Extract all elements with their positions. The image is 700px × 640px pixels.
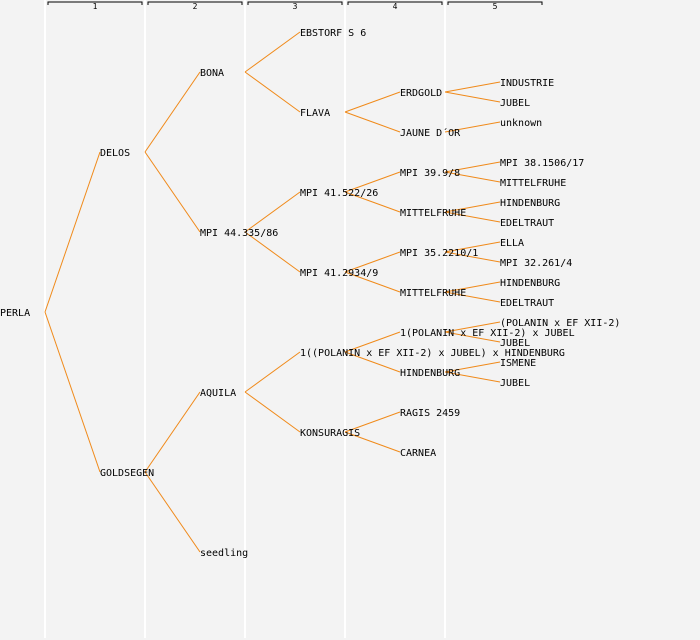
generation-headers: 1 2 3 4 5 xyxy=(47,1,543,11)
pedigree-node[interactable]: MITTELFRUHE xyxy=(400,288,466,299)
pedigree-link xyxy=(244,71,301,113)
pedigree-link xyxy=(444,281,501,293)
pedigree-link xyxy=(344,351,401,373)
pedigree-link xyxy=(444,361,501,373)
pedigree-link xyxy=(444,371,501,383)
pedigree-link xyxy=(344,171,401,193)
column-header-label: 4 xyxy=(393,2,398,11)
pedigree-link xyxy=(444,211,501,223)
pedigree-node[interactable]: MITTELFRUHE xyxy=(500,178,566,189)
pedigree-link xyxy=(44,311,101,473)
column-header-label: 5 xyxy=(493,2,498,11)
pedigree-node[interactable]: MPI 44.335/86 xyxy=(200,228,278,239)
pedigree-link xyxy=(244,191,301,233)
column-header-bracket xyxy=(147,1,243,5)
pedigree-node[interactable]: seedling xyxy=(200,548,248,559)
pedigree-link xyxy=(344,111,401,133)
column-header-bracket xyxy=(347,1,443,5)
pedigree-node[interactable]: PERLA xyxy=(0,308,30,319)
pedigree-node[interactable]: EDELTRAUT xyxy=(500,218,554,229)
pedigree-node[interactable]: MITTELFRUHE xyxy=(400,208,466,219)
pedigree-node[interactable]: JAUNE D´OR xyxy=(400,127,461,139)
pedigree-link xyxy=(144,471,201,553)
pedigree-node[interactable]: MPI 35.2210/1 xyxy=(400,248,478,259)
pedigree-node[interactable]: ERDGOLD xyxy=(400,88,442,99)
pedigree-node[interactable]: KONSURAGIS xyxy=(300,428,360,439)
pedigree-node[interactable]: MPI 32.261/4 xyxy=(500,258,572,269)
pedigree-link xyxy=(444,331,501,343)
generation-columns xyxy=(44,0,446,638)
column-header-label: 2 xyxy=(193,2,198,11)
pedigree-node[interactable]: 1(POLANIN x EF XII-2) x JUBEL xyxy=(400,328,575,339)
pedigree-node[interactable]: MPI 39.9/8 xyxy=(400,168,460,179)
pedigree-link xyxy=(344,331,401,353)
pedigree-link xyxy=(444,91,501,103)
pedigree-link xyxy=(144,391,201,473)
pedigree-node[interactable]: MPI 41.2934/9 xyxy=(300,268,378,279)
pedigree-link xyxy=(444,241,501,253)
pedigree-node[interactable]: ISMENE xyxy=(500,358,536,369)
pedigree-node[interactable]: INDUSTRIE xyxy=(500,78,554,89)
pedigree-node[interactable]: HINDENBURG xyxy=(400,368,460,379)
pedigree-node[interactable]: unknown xyxy=(500,118,542,129)
column-header-bracket xyxy=(247,1,343,5)
pedigree-node[interactable]: MPI 38.1506/17 xyxy=(500,158,584,169)
column-header-bracket xyxy=(47,1,143,5)
pedigree-link xyxy=(444,201,501,213)
column-header-label: 1 xyxy=(93,2,98,11)
pedigree-node[interactable]: EBSTORF S 6 xyxy=(300,28,366,39)
pedigree-link xyxy=(344,251,401,273)
pedigree-link xyxy=(244,391,301,433)
pedigree-node[interactable]: BONA xyxy=(200,68,224,79)
pedigree-link xyxy=(444,161,501,173)
pedigree-link xyxy=(144,71,201,153)
pedigree-node[interactable]: AQUILA xyxy=(200,388,236,399)
pedigree-link xyxy=(444,321,501,333)
pedigree-node[interactable]: HINDENBURG xyxy=(500,278,560,289)
pedigree-link xyxy=(344,431,401,453)
pedigree-link xyxy=(244,31,301,73)
column-header-label: 3 xyxy=(293,2,298,11)
pedigree-link xyxy=(44,151,101,313)
pedigree-node[interactable]: FLAVA xyxy=(300,108,330,119)
pedigree-node[interactable]: (POLANIN x EF XII-2) xyxy=(500,318,620,329)
pedigree-link xyxy=(344,91,401,113)
pedigree-link xyxy=(444,291,501,303)
pedigree-node[interactable]: HINDENBURG xyxy=(500,198,560,209)
pedigree-link xyxy=(344,411,401,433)
pedigree-link xyxy=(444,121,501,133)
pedigree-link xyxy=(444,251,501,263)
pedigree-node[interactable]: CARNEA xyxy=(400,448,436,459)
pedigree-node[interactable]: 1((POLANIN x EF XII-2) x JUBEL) x HINDEN… xyxy=(300,348,565,359)
pedigree-node[interactable]: MPI 41.522/26 xyxy=(300,188,378,199)
pedigree-node[interactable]: JUBEL xyxy=(500,338,530,349)
pedigree-node[interactable]: GOLDSEGEN xyxy=(100,468,154,479)
pedigree-link xyxy=(244,351,301,393)
pedigree-link xyxy=(444,171,501,183)
column-header-bracket xyxy=(447,1,543,5)
pedigree-link xyxy=(344,191,401,213)
pedigree-node[interactable]: JUBEL xyxy=(500,98,530,109)
pedigree-link xyxy=(444,81,501,93)
pedigree-link xyxy=(144,151,201,233)
pedigree-link xyxy=(344,271,401,293)
pedigree-link xyxy=(244,231,301,273)
tree-nodes: PERLA DELOS BONA EBSTORF S 6 FLAVA ERDGOLD IND… xyxy=(0,28,620,559)
pedigree-node[interactable]: DELOS xyxy=(100,148,130,159)
tree-links xyxy=(44,31,501,553)
pedigree-node[interactable]: RAGIS 2459 xyxy=(400,408,460,419)
pedigree-node[interactable]: JUBEL xyxy=(500,378,530,389)
pedigree-node[interactable]: EDELTRAUT xyxy=(500,298,554,309)
pedigree-node[interactable]: ELLA xyxy=(500,238,524,249)
